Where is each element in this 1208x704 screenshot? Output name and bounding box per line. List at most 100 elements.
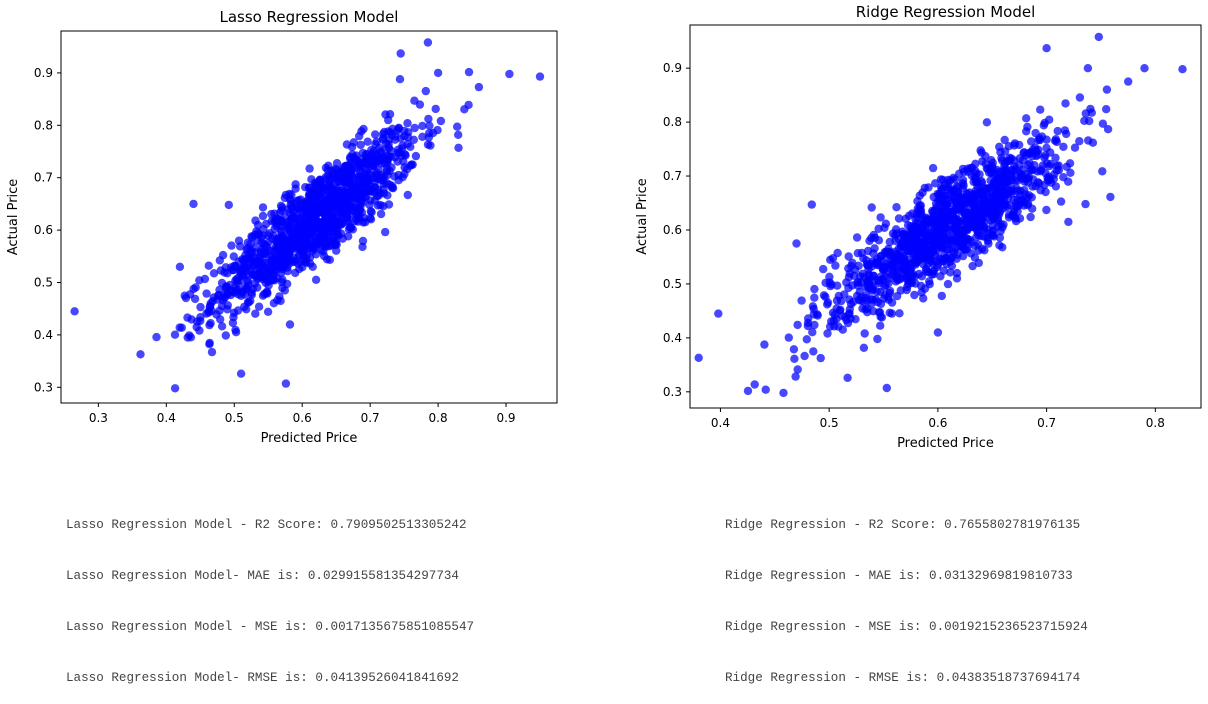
data-point xyxy=(981,159,990,169)
data-point xyxy=(380,159,389,168)
data-point xyxy=(196,302,205,312)
data-point xyxy=(840,290,849,299)
data-point xyxy=(823,329,832,338)
data-point xyxy=(1002,157,1012,167)
data-point xyxy=(1031,128,1040,138)
data-point xyxy=(865,275,874,284)
data-point xyxy=(360,192,369,202)
data-point xyxy=(896,286,905,295)
data-point xyxy=(942,259,951,269)
data-point xyxy=(1075,93,1085,102)
data-point xyxy=(856,278,866,287)
data-point xyxy=(1023,160,1033,169)
data-point xyxy=(319,247,328,256)
data-point xyxy=(239,255,248,265)
data-point xyxy=(433,68,443,78)
data-point xyxy=(810,293,819,302)
data-point xyxy=(916,281,926,291)
data-point xyxy=(1140,63,1149,73)
data-point xyxy=(186,333,196,342)
chart-title: Lasso Regression Model xyxy=(220,8,399,26)
data-point xyxy=(1045,161,1054,171)
data-point xyxy=(873,334,882,344)
data-point xyxy=(175,323,184,332)
data-point xyxy=(356,140,365,150)
data-point xyxy=(836,305,845,314)
data-point xyxy=(258,211,268,221)
lasso-r2-line: Lasso Regression Model - R2 Score: 0.790… xyxy=(66,518,467,532)
data-point xyxy=(1081,199,1090,209)
data-point xyxy=(880,282,889,291)
data-point xyxy=(938,175,947,184)
data-point xyxy=(259,249,269,259)
data-point xyxy=(833,248,842,258)
data-point xyxy=(1098,167,1107,176)
data-point xyxy=(929,269,938,279)
data-point xyxy=(990,207,999,216)
data-point xyxy=(428,128,438,138)
data-point xyxy=(988,169,997,178)
data-point xyxy=(859,254,868,263)
data-point xyxy=(914,228,924,237)
data-point xyxy=(220,268,229,277)
data-point xyxy=(912,219,921,228)
data-point xyxy=(852,291,862,301)
data-point xyxy=(270,276,279,285)
data-point xyxy=(974,246,983,255)
data-point xyxy=(369,147,378,156)
data-point xyxy=(861,305,870,314)
data-point xyxy=(876,213,885,222)
plot-frame xyxy=(689,24,1202,409)
data-point xyxy=(369,162,378,171)
data-point xyxy=(365,200,374,209)
data-point xyxy=(865,284,875,293)
data-point xyxy=(353,194,362,204)
plot-frame xyxy=(60,30,558,404)
data-point xyxy=(802,335,811,344)
data-point xyxy=(255,256,264,265)
data-point xyxy=(356,202,365,211)
data-point xyxy=(291,184,300,193)
data-point xyxy=(331,230,340,239)
data-point xyxy=(296,207,305,216)
y-tick-label: 0.3 xyxy=(34,380,53,394)
data-point xyxy=(303,239,312,248)
data-point xyxy=(270,209,279,218)
data-point xyxy=(929,192,938,202)
data-point xyxy=(341,174,350,183)
data-point xyxy=(170,330,180,339)
data-point xyxy=(285,320,295,329)
data-point xyxy=(236,369,246,378)
data-point xyxy=(963,215,972,225)
data-point xyxy=(339,198,348,207)
data-point xyxy=(1098,119,1108,128)
data-point xyxy=(1051,135,1061,144)
data-point xyxy=(851,315,860,324)
data-point xyxy=(305,164,314,173)
data-point xyxy=(379,153,388,162)
y-tick-label: 0.8 xyxy=(663,115,682,129)
data-point xyxy=(937,291,946,301)
data-point xyxy=(933,262,942,272)
data-point xyxy=(1102,85,1112,94)
data-point xyxy=(1045,115,1054,124)
data-point xyxy=(328,166,337,175)
data-point xyxy=(400,150,410,159)
data-point xyxy=(371,130,380,139)
data-point xyxy=(344,225,354,234)
data-point xyxy=(170,384,180,393)
data-point xyxy=(910,290,919,300)
data-point xyxy=(1102,105,1111,114)
data-point xyxy=(925,280,934,289)
data-point xyxy=(937,242,946,251)
data-point xyxy=(189,199,198,209)
data-point xyxy=(898,230,908,239)
data-point xyxy=(395,75,405,84)
data-point xyxy=(231,261,240,271)
data-point xyxy=(849,297,858,307)
data-point xyxy=(421,86,430,96)
data-point xyxy=(243,277,253,287)
data-point xyxy=(950,187,959,196)
data-point xyxy=(453,122,462,131)
data-point xyxy=(301,225,310,234)
